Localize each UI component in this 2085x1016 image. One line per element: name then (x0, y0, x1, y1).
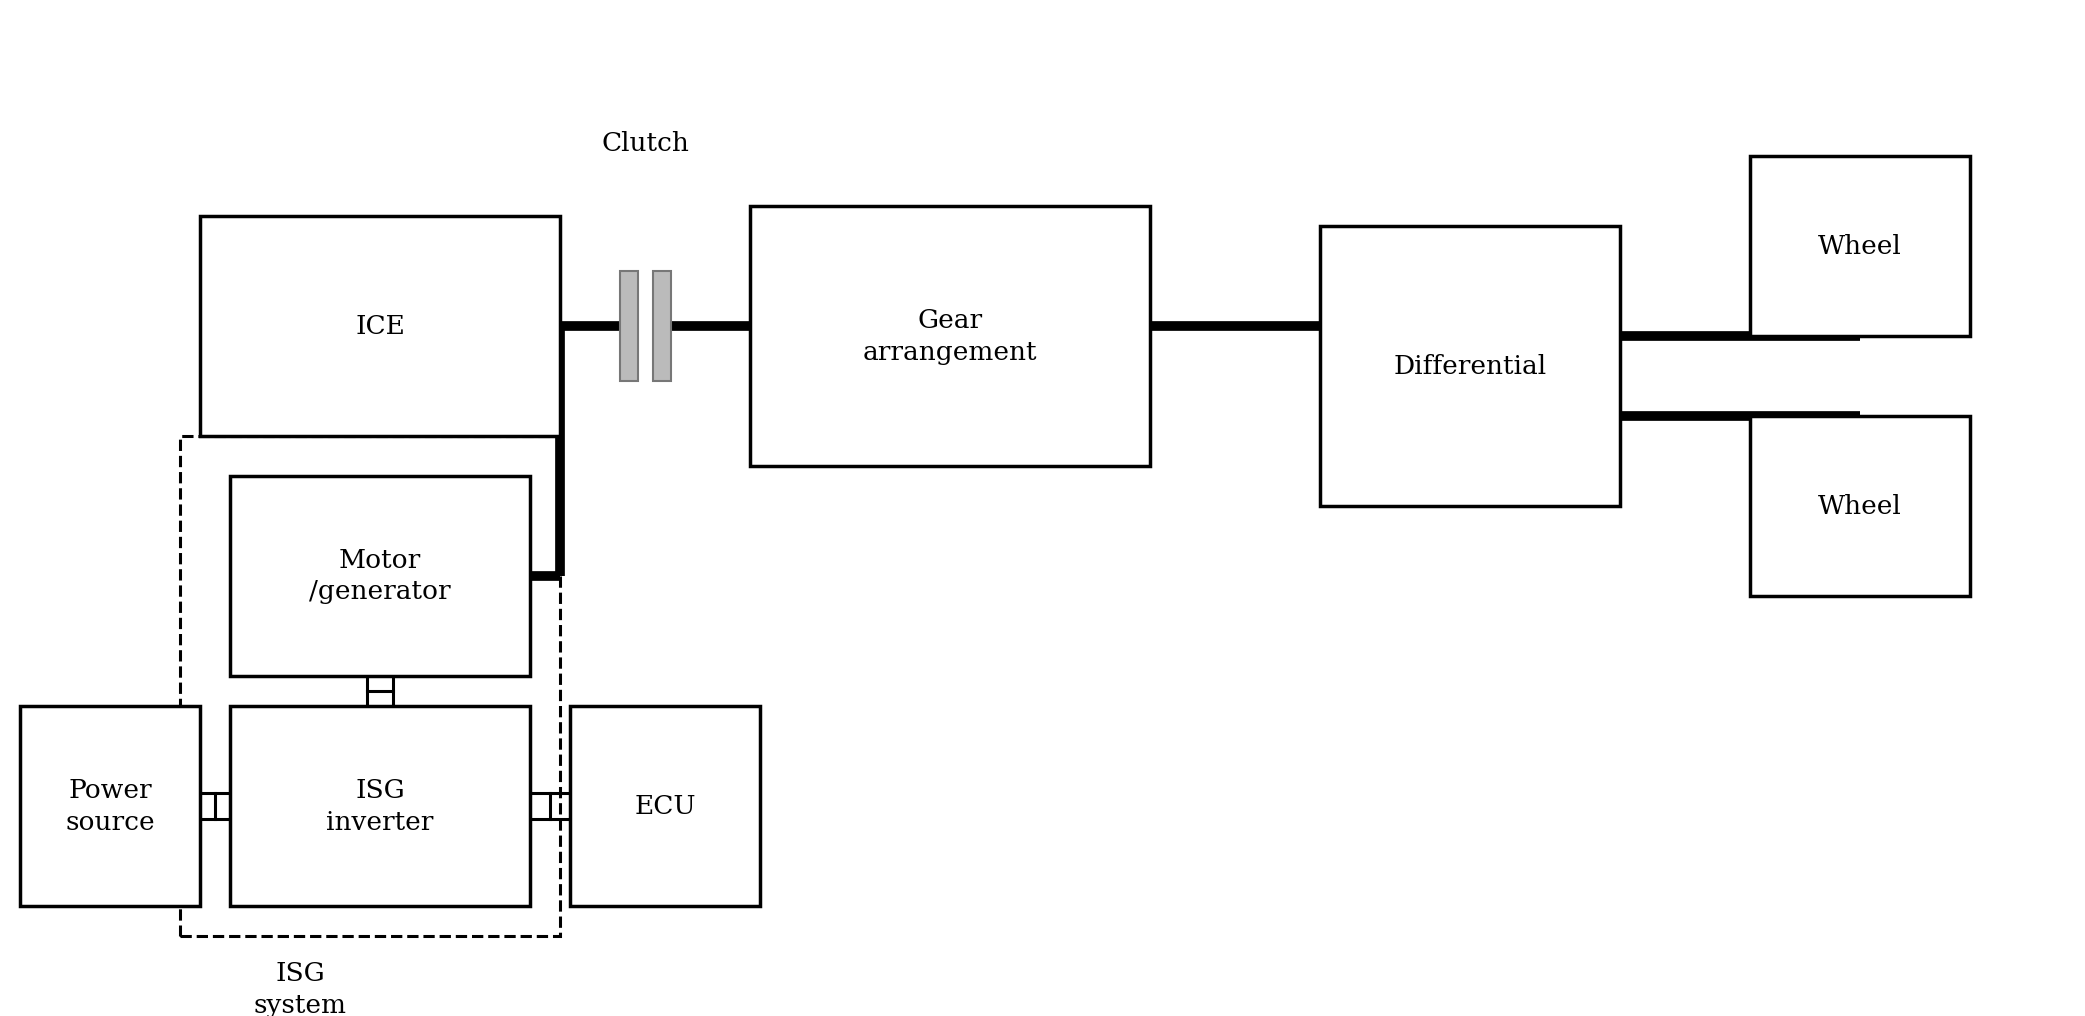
Text: Differential: Differential (1393, 354, 1547, 379)
Bar (200, 216, 561, 436)
Bar (569, 706, 761, 906)
Bar (229, 477, 530, 676)
Bar (229, 706, 530, 906)
Bar (179, 436, 561, 936)
Bar (1749, 416, 1970, 596)
Bar (653, 271, 671, 381)
Text: Wheel: Wheel (1818, 234, 1902, 258)
Bar (751, 206, 1151, 466)
Text: Gear
arrangement: Gear arrangement (863, 308, 1036, 365)
Text: ISG
system: ISG system (254, 961, 346, 1016)
Bar (1749, 156, 1970, 336)
Text: Wheel: Wheel (1818, 494, 1902, 518)
Text: ECU: ECU (634, 793, 696, 819)
Bar (1320, 226, 1620, 506)
Text: Clutch: Clutch (600, 131, 688, 156)
Text: Power
source: Power source (65, 777, 154, 834)
Bar (619, 271, 638, 381)
Text: ICE: ICE (354, 314, 404, 338)
Text: ISG
inverter: ISG inverter (327, 777, 434, 834)
Bar (21, 706, 200, 906)
Text: Motor
/generator: Motor /generator (309, 548, 450, 605)
